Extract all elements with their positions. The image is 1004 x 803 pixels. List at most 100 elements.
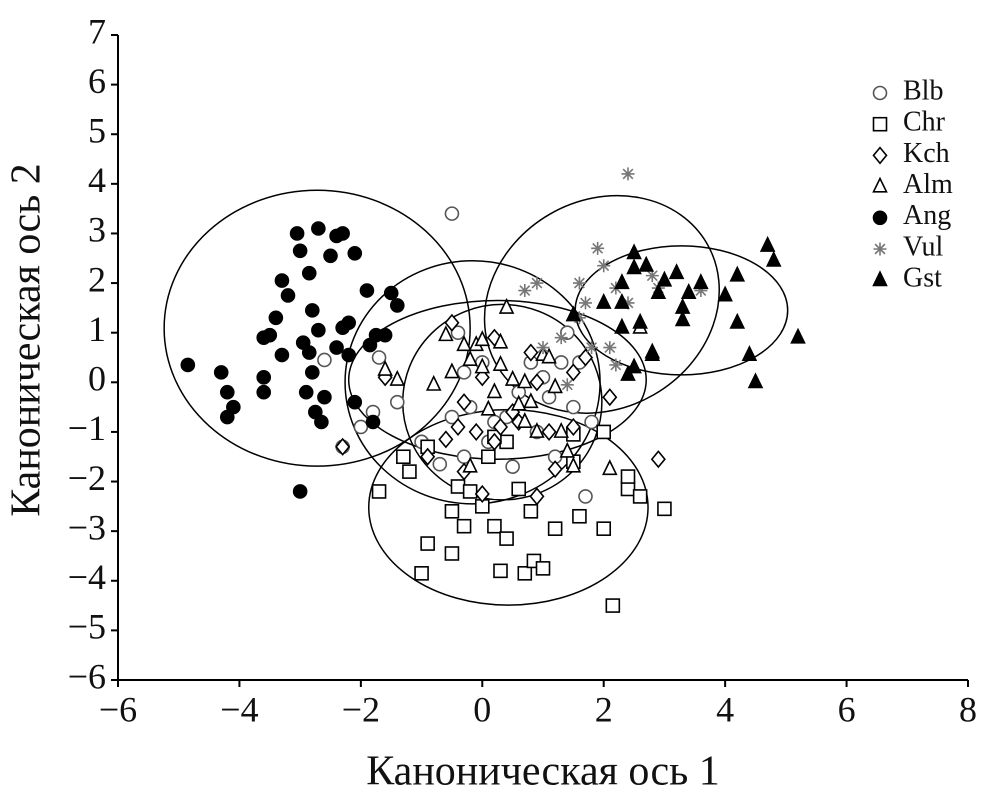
point xyxy=(650,283,667,300)
point xyxy=(304,365,320,380)
point xyxy=(280,288,296,303)
point xyxy=(585,341,599,355)
group-ellipse xyxy=(347,299,647,460)
y-tick-label: 0 xyxy=(88,359,106,399)
point xyxy=(547,460,563,479)
legend-label: Gst xyxy=(903,263,942,294)
point xyxy=(595,292,612,309)
point xyxy=(504,369,521,386)
x-tick-label: −6 xyxy=(99,689,137,729)
point xyxy=(438,430,454,449)
point xyxy=(474,330,491,347)
point xyxy=(559,441,576,458)
point xyxy=(632,312,648,329)
point xyxy=(365,414,381,430)
point xyxy=(632,489,648,504)
point xyxy=(444,206,460,221)
point xyxy=(389,394,405,410)
point xyxy=(402,464,417,479)
point xyxy=(645,269,659,283)
point xyxy=(554,331,568,345)
point xyxy=(462,350,478,366)
point xyxy=(578,489,593,504)
point xyxy=(656,270,673,287)
point xyxy=(474,368,490,387)
point xyxy=(510,394,527,411)
point xyxy=(517,412,533,429)
point xyxy=(304,303,320,318)
point xyxy=(572,276,586,290)
point xyxy=(444,546,460,561)
y-tick-label: 1 xyxy=(88,309,106,349)
point xyxy=(262,327,278,343)
point xyxy=(425,374,442,391)
point xyxy=(492,417,509,437)
point xyxy=(523,343,539,362)
point xyxy=(517,372,533,389)
point xyxy=(602,388,618,407)
point xyxy=(292,243,308,259)
point xyxy=(499,434,514,450)
y-tick-label: −4 xyxy=(68,557,106,597)
point xyxy=(481,449,496,465)
point xyxy=(626,258,642,275)
point xyxy=(605,598,621,613)
point xyxy=(486,382,503,399)
y-tick-label: 5 xyxy=(88,110,106,150)
point xyxy=(456,335,472,352)
point xyxy=(432,456,448,472)
point xyxy=(219,384,235,400)
point xyxy=(492,332,509,349)
y-tick-label: 3 xyxy=(88,210,106,250)
point xyxy=(335,437,351,456)
point xyxy=(591,241,605,255)
point xyxy=(523,392,539,409)
x-tick-label: 8 xyxy=(959,689,977,729)
y-tick-label: −3 xyxy=(68,507,106,547)
point xyxy=(621,167,635,181)
point xyxy=(741,345,758,362)
point xyxy=(499,531,514,546)
point xyxy=(274,273,290,288)
point xyxy=(541,422,557,441)
point xyxy=(747,372,764,389)
point xyxy=(347,394,363,410)
point xyxy=(729,265,746,282)
legend-label: Blb xyxy=(903,75,943,106)
legend-label: Chr xyxy=(903,107,946,138)
point xyxy=(420,536,435,551)
x-tick-label: −4 xyxy=(220,689,258,729)
point xyxy=(371,350,387,365)
point xyxy=(450,479,466,494)
point xyxy=(347,246,363,261)
point xyxy=(353,419,369,435)
point xyxy=(456,365,472,380)
y-tick-label: 2 xyxy=(88,259,106,299)
point xyxy=(420,447,436,466)
legend-marker xyxy=(872,85,888,101)
point xyxy=(256,370,272,385)
point xyxy=(614,292,630,309)
y-tick-label: 7 xyxy=(88,11,106,51)
point xyxy=(317,352,332,368)
point xyxy=(335,320,350,336)
legend-label: Vul xyxy=(903,231,944,262)
point xyxy=(213,365,229,380)
point xyxy=(626,243,642,260)
point xyxy=(323,248,338,264)
y-tick-label: −5 xyxy=(68,607,106,647)
point xyxy=(518,284,532,298)
y-tick-label: −2 xyxy=(68,458,106,498)
y-tick-label: 4 xyxy=(88,160,106,200)
point xyxy=(694,284,708,298)
point xyxy=(620,481,636,497)
point xyxy=(553,421,569,438)
point xyxy=(790,327,806,344)
legend-marker xyxy=(872,116,888,132)
legend-marker xyxy=(872,210,888,226)
point xyxy=(529,373,545,392)
x-tick-label: 0 xyxy=(473,689,491,729)
point xyxy=(341,347,357,363)
point xyxy=(444,313,460,332)
point xyxy=(329,340,344,355)
